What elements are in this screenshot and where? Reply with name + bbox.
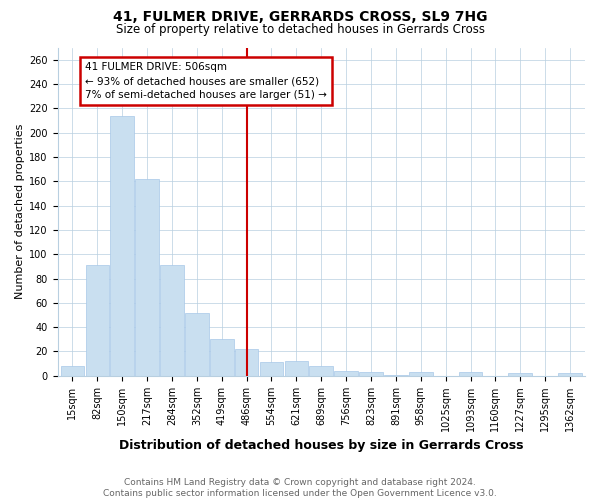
Y-axis label: Number of detached properties: Number of detached properties xyxy=(15,124,25,300)
Bar xyxy=(558,374,582,376)
Bar xyxy=(61,366,84,376)
Bar xyxy=(334,371,358,376)
Text: Contains HM Land Registry data © Crown copyright and database right 2024.
Contai: Contains HM Land Registry data © Crown c… xyxy=(103,478,497,498)
Bar xyxy=(210,340,233,376)
Bar xyxy=(160,265,184,376)
Bar xyxy=(508,374,532,376)
Bar xyxy=(185,312,209,376)
Bar xyxy=(260,362,283,376)
Bar xyxy=(110,116,134,376)
X-axis label: Distribution of detached houses by size in Gerrards Cross: Distribution of detached houses by size … xyxy=(119,440,524,452)
Bar xyxy=(235,349,259,376)
Bar xyxy=(409,372,433,376)
Bar xyxy=(310,366,333,376)
Bar xyxy=(359,372,383,376)
Bar xyxy=(135,179,159,376)
Bar xyxy=(459,372,482,376)
Bar xyxy=(284,361,308,376)
Text: 41 FULMER DRIVE: 506sqm
← 93% of detached houses are smaller (652)
7% of semi-de: 41 FULMER DRIVE: 506sqm ← 93% of detache… xyxy=(85,62,327,100)
Text: Size of property relative to detached houses in Gerrards Cross: Size of property relative to detached ho… xyxy=(115,22,485,36)
Bar xyxy=(86,265,109,376)
Text: 41, FULMER DRIVE, GERRARDS CROSS, SL9 7HG: 41, FULMER DRIVE, GERRARDS CROSS, SL9 7H… xyxy=(113,10,487,24)
Bar xyxy=(384,374,408,376)
